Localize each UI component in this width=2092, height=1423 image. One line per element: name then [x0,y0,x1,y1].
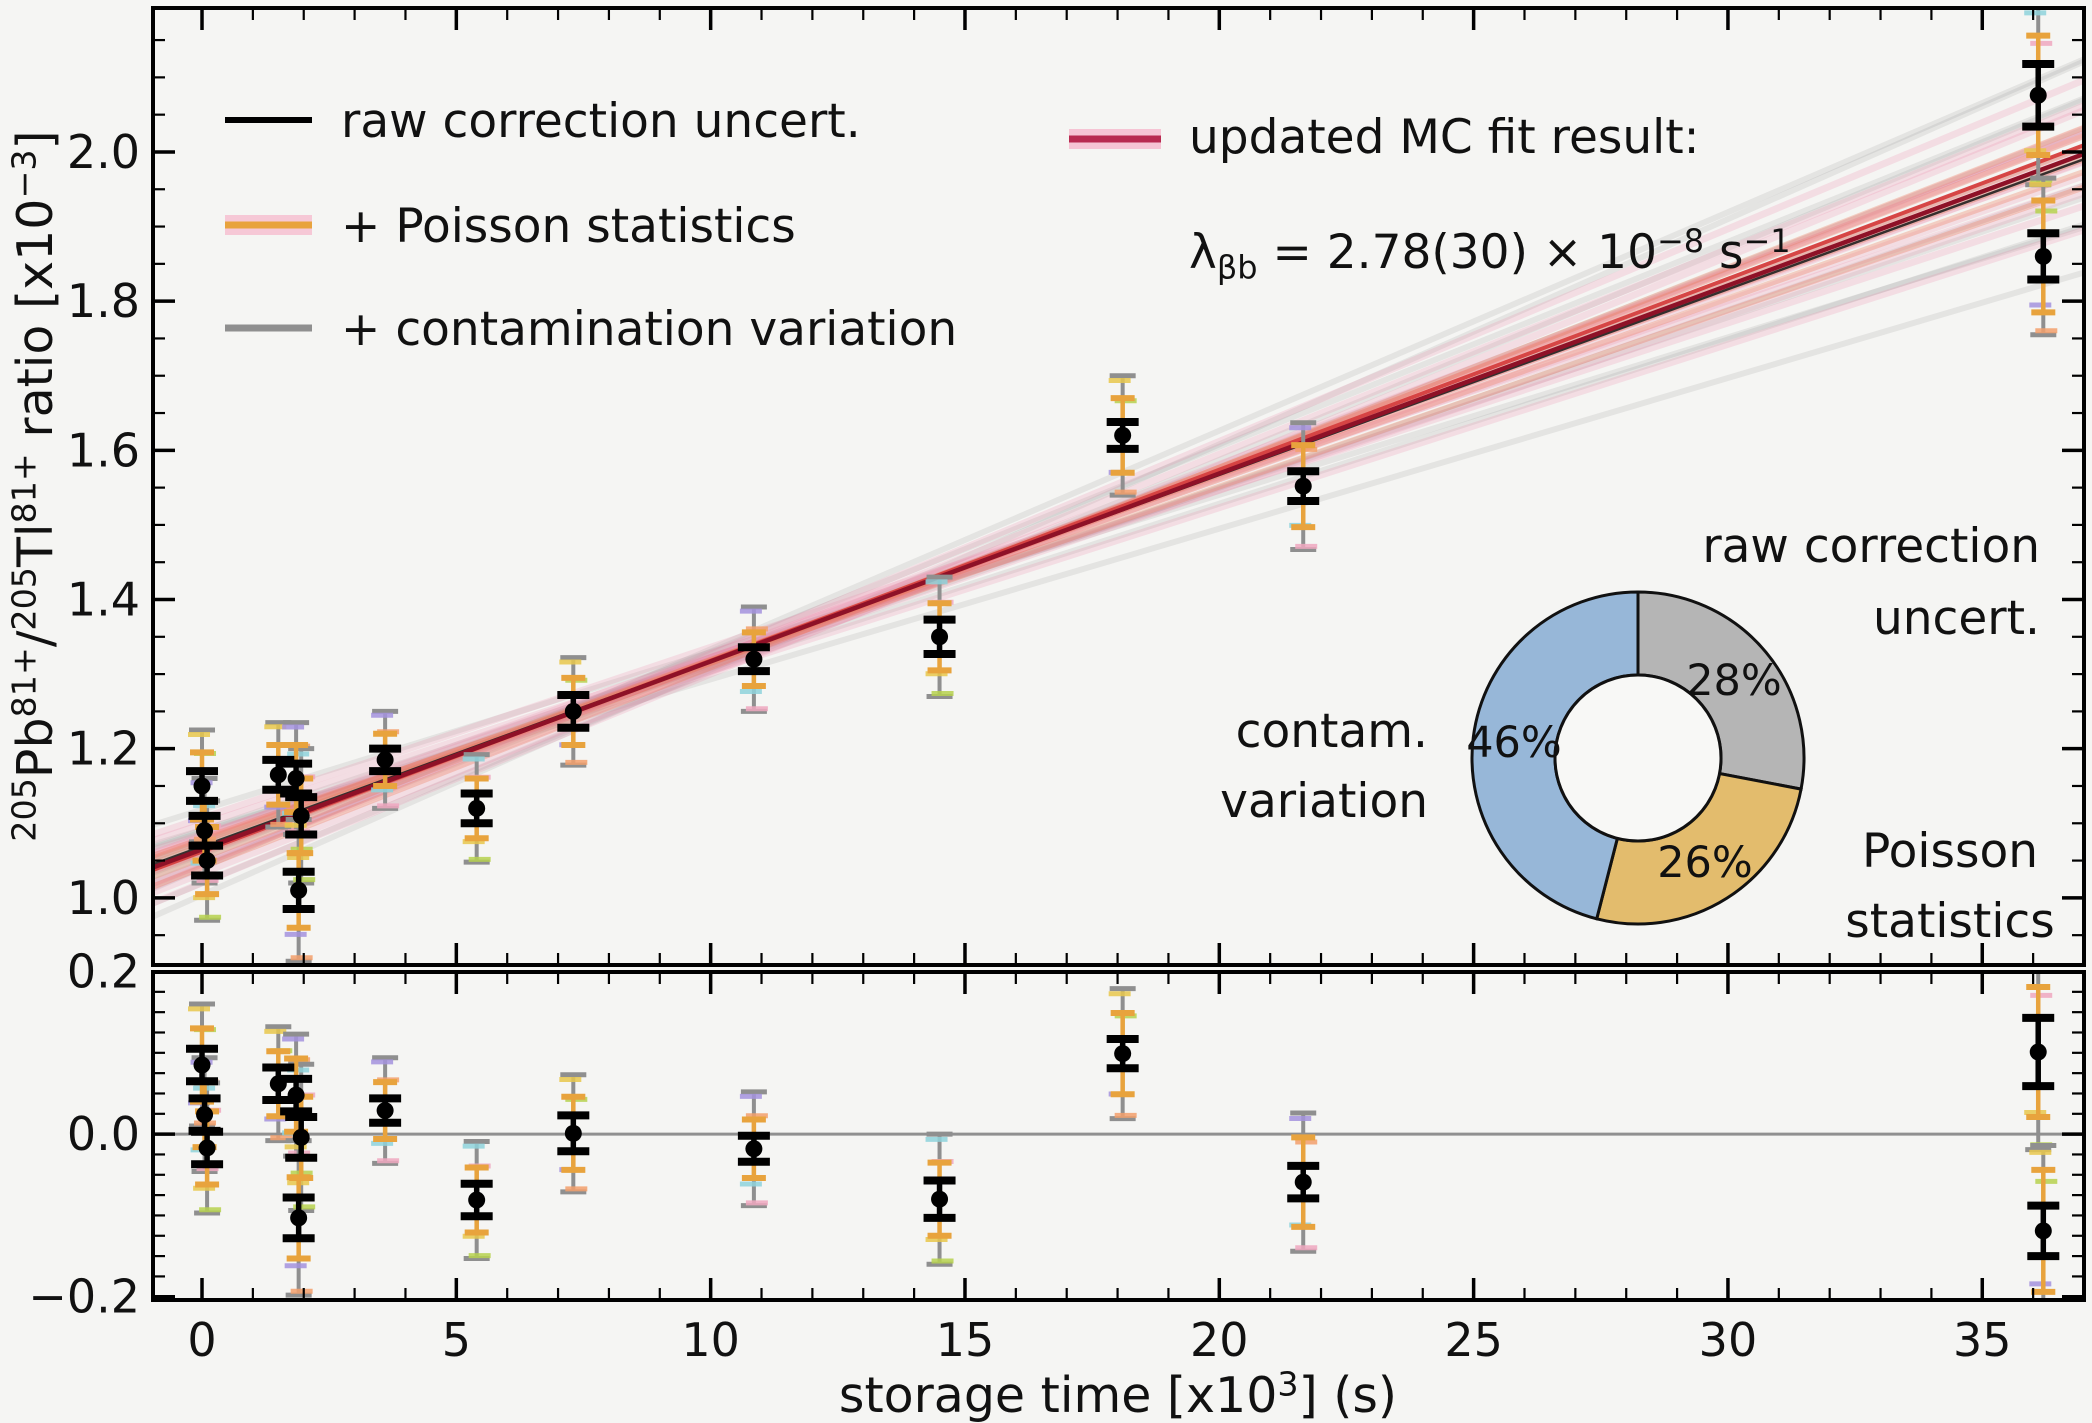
data-point-marker [2029,1043,2047,1061]
y-tick-label-main: 2.0 [67,125,140,179]
legend-label-contamination: + contamination variation [341,302,957,357]
data-point-marker [1114,426,1132,444]
donut-pct-raw: 28% [1686,656,1782,706]
data-point-marker [931,628,949,646]
x-tick-label: 10 [681,1313,740,1367]
data-point-marker [292,807,310,825]
donut-label-poisson-line2: statistics [1845,894,2055,949]
data-point-marker [2034,247,2052,265]
fit-lambda-label: λβb = 2.78(30) × 10−8 s−1 [1189,222,1791,286]
fit-band-line [155,221,2082,851]
y-tick-label-main: 1.8 [67,274,140,328]
donut-annotations: raw correction uncert. contam. variation… [1220,519,2055,949]
data-point-marker [287,1086,305,1104]
donut-label-contam-line2: variation [1220,774,1428,829]
data-point-marker [1114,1045,1132,1063]
x-tick-label: 25 [1444,1313,1503,1367]
legend-fit: updated MC fit result: λβb = 2.78(30) × … [1069,110,1791,286]
y-tick-label-residual: 0.2 [67,945,140,999]
data-point-marker [193,1056,211,1074]
donut-hole [1553,673,1723,843]
data-point-marker [287,770,305,788]
data-point-marker [468,1191,486,1209]
data-points-main [186,10,2060,963]
data-point-marker [196,1106,214,1124]
x-axis-title: storage time [x103] (s) [839,1364,1397,1423]
fit-band-line [155,202,2082,844]
data-point-marker [290,881,308,899]
data-point-marker [292,1128,310,1146]
data-point-marker [931,1190,949,1208]
fit-band-line [155,195,2082,850]
x-tick-label: 0 [187,1313,216,1367]
x-tick-label: 15 [936,1313,995,1367]
data-points-residual [155,974,2082,1298]
x-tick-label: 20 [1190,1313,1249,1367]
axis-ticks: 0 5 10 15 20 25 30 35 1.0 1.2 1.4 1.6 1.8 2.0 −0.2 0.0 0… [28,8,2084,1367]
legend-label-raw-correction: raw correction uncert. [341,94,861,149]
donut-label-raw-line2: uncert. [1873,591,2040,646]
data-point-marker [269,766,287,784]
fit-band-line [155,184,2082,859]
data-point-marker [376,1102,394,1120]
data-point-marker [468,799,486,817]
x-tick-label: 35 [1953,1313,2012,1367]
y-axis-title: 205Pb81+/205Tl81+ ratio [x10−3] [4,130,64,841]
donut-pct-contam: 46% [1466,718,1562,768]
fit-legend-title: updated MC fit result: [1189,110,1699,165]
data-point-marker [745,650,763,668]
donut-label-poisson-line1: Poisson [1862,824,2038,879]
data-point-marker [198,1139,216,1157]
data-point-marker [2034,1222,2052,1240]
fit-band-line [155,169,2082,861]
data-point-marker [1294,1173,1312,1191]
data-point-marker [196,822,214,840]
data-point-marker [198,852,216,870]
donut-pct-poisson: 26% [1657,838,1753,888]
legend-main: raw correction uncert. + Poisson statist… [225,94,957,357]
fit-band-line [155,224,2082,828]
y-tick-label-main: 1.4 [67,573,140,627]
fit-band-line [155,152,2082,870]
fit-band-line [155,172,2082,857]
legend-label-poisson: + Poisson statistics [341,199,796,254]
uncertainty-donut-chart [1470,590,1806,926]
y-tick-label-main: 1.2 [67,722,140,776]
data-point-marker [745,1140,763,1158]
donut-label-raw-line1: raw correction [1702,519,2040,574]
x-tick-label: 30 [1699,1313,1758,1367]
data-point-marker [2029,86,2047,104]
data-point-marker [193,777,211,795]
y-tick-label-residual: 0.0 [67,1107,140,1161]
y-tick-label-main: 1.6 [67,423,140,477]
data-point-marker [564,1124,582,1142]
data-point-marker [564,702,582,720]
y-tick-label-main: 1.0 [67,871,140,925]
y-tick-label-residual: −0.2 [28,1270,140,1324]
donut-label-contam-line1: contam. [1236,704,1428,759]
data-point-marker [1294,477,1312,495]
x-tick-label: 5 [442,1313,471,1367]
data-point-marker [376,751,394,769]
data-point-marker [290,1209,308,1227]
